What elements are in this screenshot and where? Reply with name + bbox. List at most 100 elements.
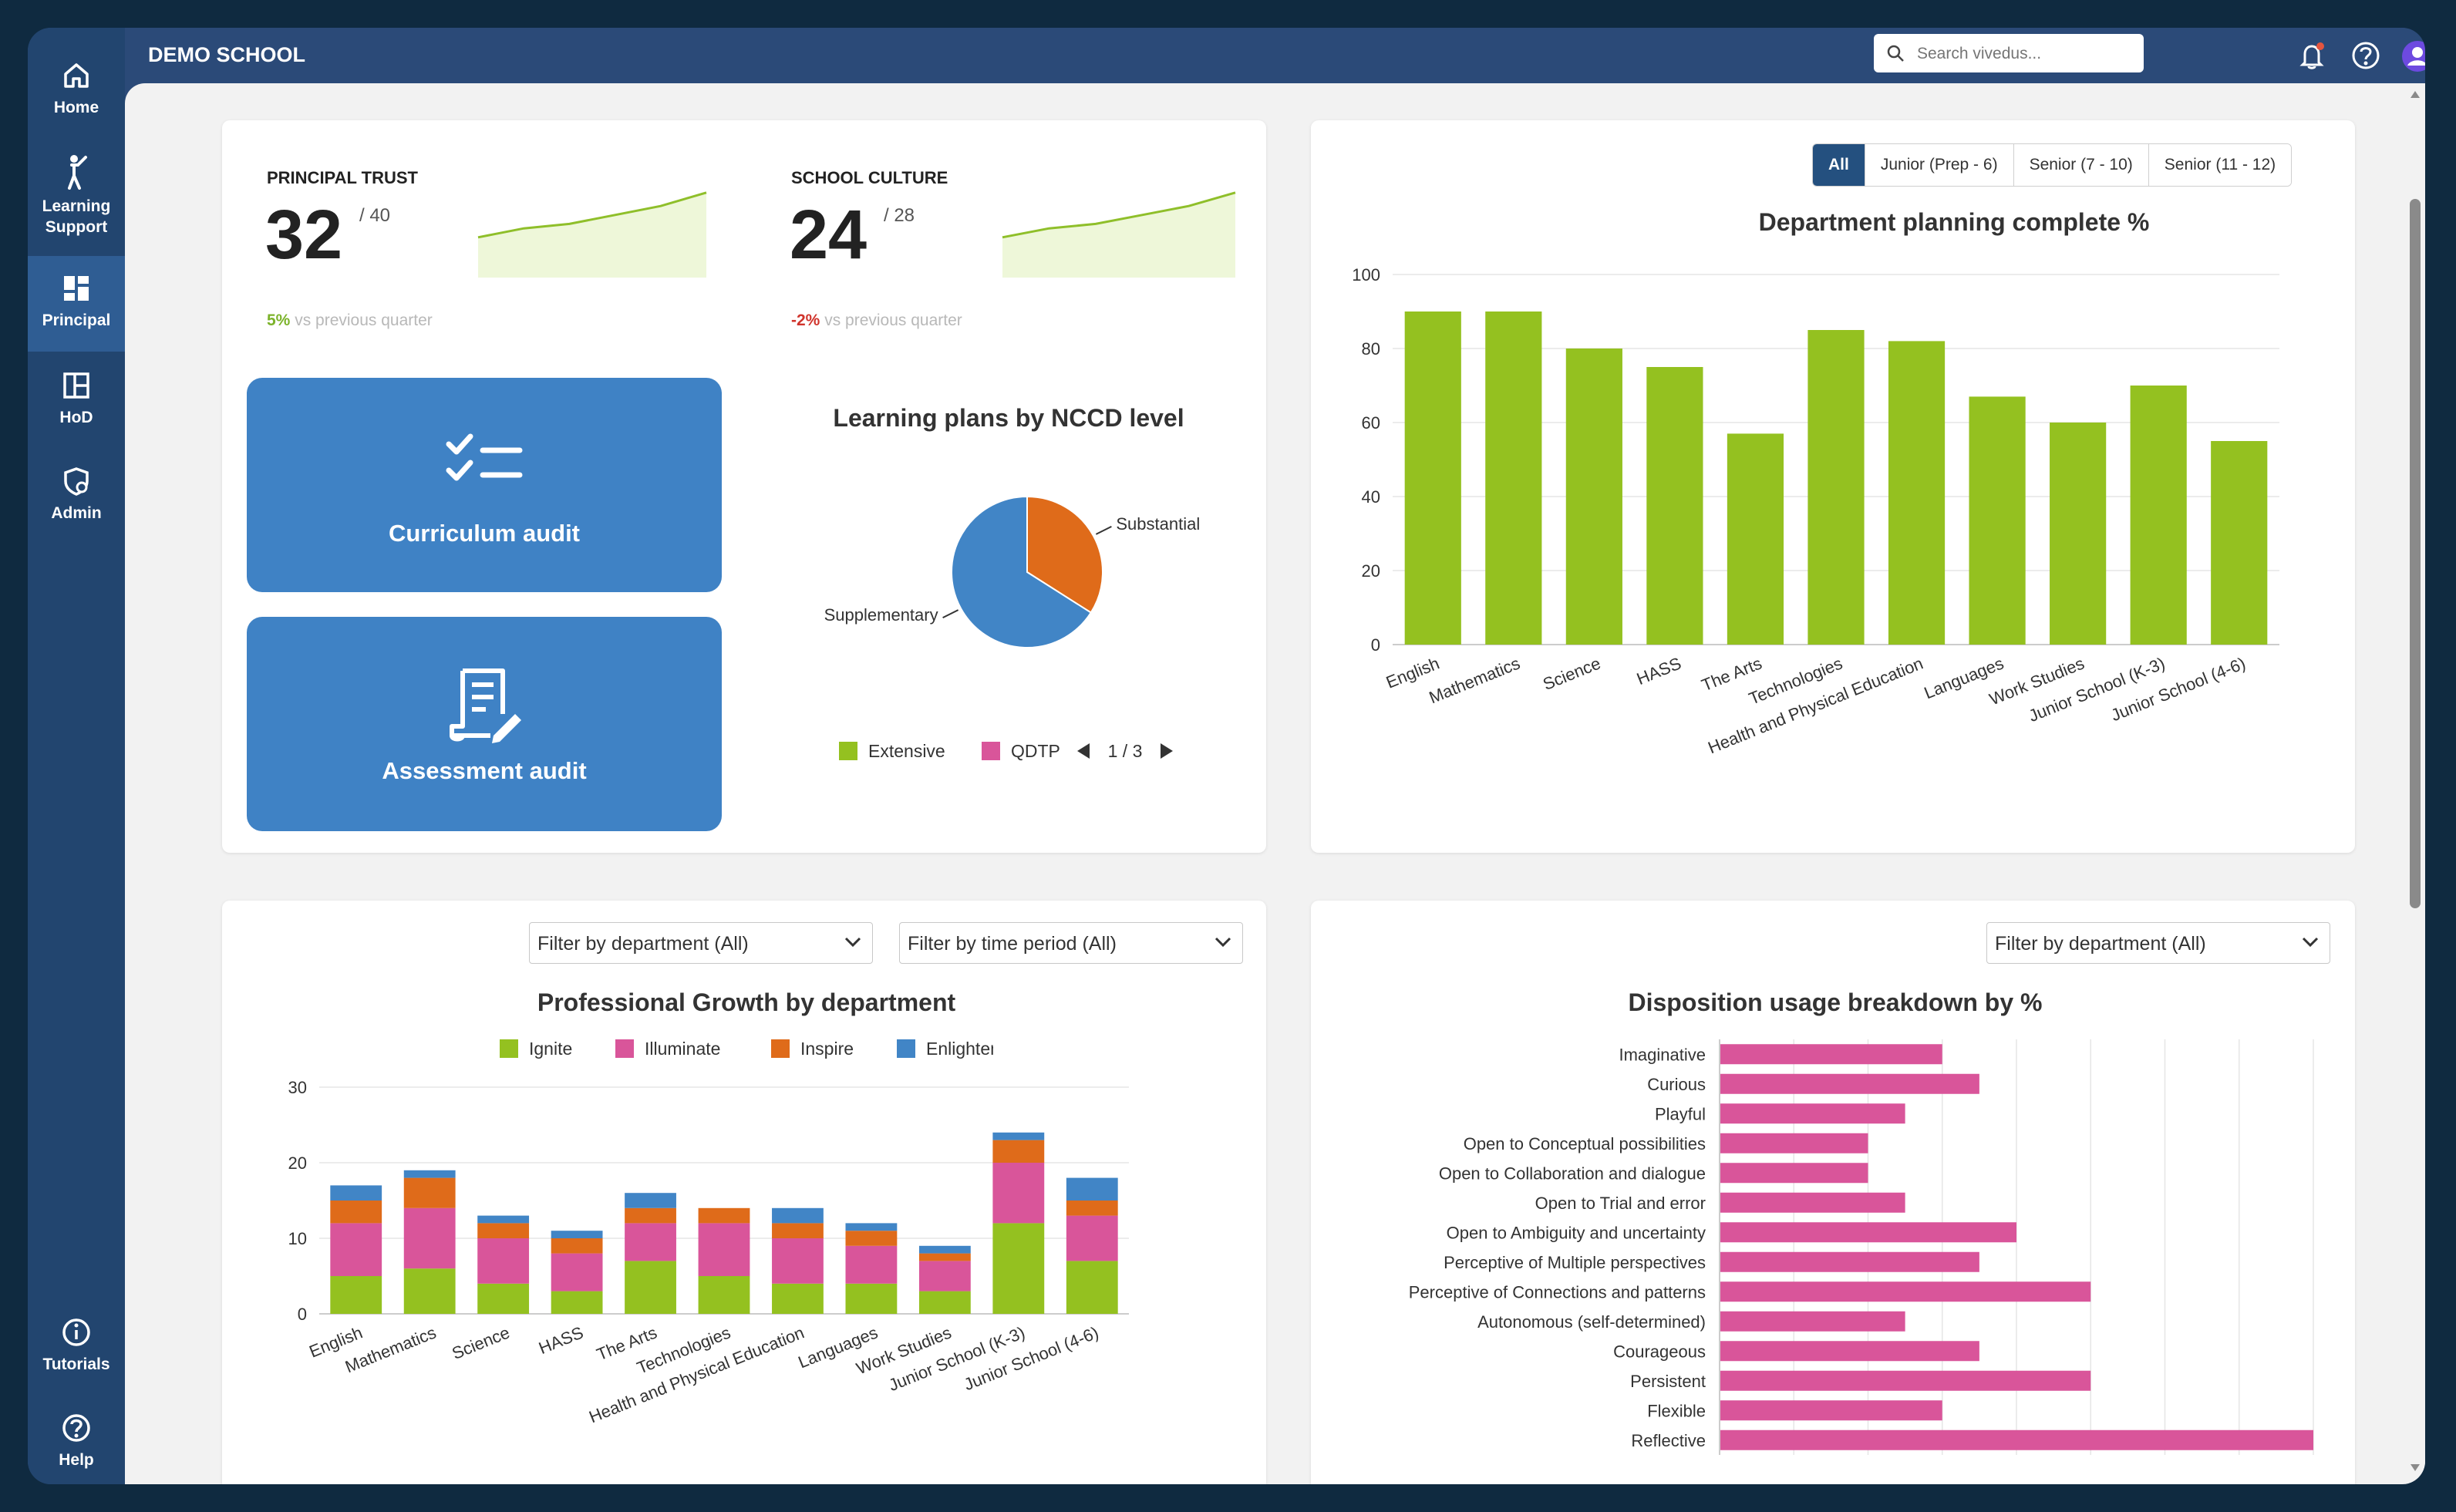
bar — [1720, 1103, 1905, 1124]
y-tick-label: 100 — [1352, 265, 1380, 285]
layout-icon — [63, 372, 89, 399]
sidebar-item-label: HoD — [59, 409, 93, 426]
bar-segment-illuminate — [403, 1207, 456, 1269]
y-tick-label: 60 — [1362, 413, 1380, 433]
planning-chart-title: Department planning complete % — [1758, 208, 2150, 236]
sidebar-item-admin[interactable]: Admin — [28, 449, 125, 541]
sidebar-item-tutorials[interactable]: Tutorials — [28, 1305, 125, 1389]
bell-icon[interactable] — [2296, 40, 2327, 71]
y-tick-label: Persistent — [1630, 1372, 1706, 1391]
help-icon — [62, 1414, 90, 1442]
delta-label: vs previous quarter — [824, 311, 962, 329]
tab-all[interactable]: All — [1813, 144, 1865, 186]
legend-label: Ignite — [529, 1039, 572, 1059]
chevron-down-icon — [1215, 937, 1231, 948]
disposition-card: Filter by department (All) Disposition u… — [1311, 901, 2355, 1484]
bar-segment-enlighten — [772, 1207, 824, 1224]
time-period-filter[interactable]: Filter by time period (All) — [899, 922, 1243, 964]
legend-swatch — [771, 1039, 790, 1058]
sidebar-item-hod[interactable]: HoD — [28, 353, 125, 446]
checklist-icon — [446, 433, 523, 481]
y-tick-label: 10 — [288, 1229, 307, 1248]
bar — [1727, 433, 1784, 645]
y-tick-label: Open to Collaboration and dialogue — [1439, 1163, 1706, 1183]
department-filter-value: Filter by department (All) — [1995, 933, 2206, 955]
main-content: PRINCIPAL TRUST 32 / 40 5% vs previous q… — [125, 83, 2425, 1484]
tab-junior-prep-6[interactable]: Junior (Prep - 6) — [1864, 144, 2013, 186]
legend-swatch — [615, 1039, 634, 1058]
y-tick-label: 0 — [1371, 635, 1380, 655]
y-tick-label: Open to Trial and error — [1535, 1194, 1706, 1213]
sidebar-item-principal[interactable]: Principal — [28, 256, 125, 352]
growth-chart-title: Professional Growth by department — [537, 988, 956, 1016]
y-tick-label: Curious — [1647, 1075, 1706, 1094]
y-tick-label: Flexible — [1647, 1401, 1706, 1420]
bar-segment-illuminate — [992, 1163, 1045, 1224]
bar — [1888, 341, 1946, 645]
bar-segment-ignite — [845, 1283, 898, 1314]
pie-legend: Extensive QDTP 1 / 3 — [839, 741, 1173, 761]
x-tick-label: Junior School (4-6) — [2108, 653, 2249, 725]
bar-segment-ignite — [772, 1283, 824, 1314]
y-tick-label: 30 — [288, 1078, 307, 1097]
trend-sparkline — [1002, 191, 1236, 278]
kpi-max: / 28 — [884, 205, 915, 226]
bar-segment-inspire — [992, 1140, 1045, 1163]
pager-prev-icon[interactable] — [1077, 743, 1090, 759]
document-edit-icon — [450, 668, 521, 743]
bar-segment-enlighten — [918, 1245, 971, 1254]
scrollbar[interactable] — [2405, 83, 2425, 1484]
assessment-audit-button[interactable]: Assessment audit — [247, 617, 722, 831]
kpi-delta: 5% vs previous quarter — [267, 311, 433, 330]
disposition-chart-title: Disposition usage breakdown by % — [1628, 988, 2043, 1016]
pager-next-icon[interactable] — [1161, 743, 1173, 759]
pie-label-leader — [942, 609, 959, 619]
growth-card: Filter by department (All) Filter by tim… — [222, 901, 1266, 1484]
scroll-thumb[interactable] — [2410, 199, 2421, 908]
bar — [1646, 367, 1703, 645]
help-icon[interactable] — [2350, 40, 2381, 71]
pager-text: 1 / 3 — [1108, 741, 1143, 761]
x-tick-label: HASS — [536, 1322, 586, 1358]
scroll-down-icon[interactable] — [2410, 1463, 2421, 1473]
y-tick-label: 40 — [1362, 487, 1380, 507]
bar — [1720, 1429, 2313, 1450]
y-tick-label: 80 — [1362, 339, 1380, 359]
trend-sparkline — [477, 191, 707, 278]
bar — [1720, 1281, 2091, 1302]
growth-legend: Ignite Illuminate Inspire Enlighten — [500, 1039, 993, 1059]
department-filter[interactable]: Filter by department (All) — [1986, 922, 2330, 964]
curriculum-audit-label: Curriculum audit — [388, 520, 580, 547]
bar-segment-ignite — [403, 1268, 456, 1314]
bar — [1807, 330, 1865, 645]
bar-segment-illuminate — [330, 1223, 382, 1276]
tab-senior-11-12[interactable]: Senior (11 - 12) — [2148, 144, 2292, 186]
bar-segment-ignite — [330, 1276, 382, 1314]
delta-label: vs previous quarter — [295, 311, 433, 329]
sidebar-item-home[interactable]: Home — [28, 45, 125, 130]
bar-segment-ignite — [1066, 1261, 1118, 1314]
search-input[interactable] — [1915, 42, 2134, 66]
legend-label: Inspire — [800, 1039, 854, 1059]
sidebar-item-help[interactable]: Help — [28, 1400, 125, 1484]
bar-segment-illuminate — [551, 1253, 603, 1291]
tab-senior-7-10[interactable]: Senior (7 - 10) — [2013, 144, 2148, 186]
kpi-title: PRINCIPAL TRUST — [267, 168, 418, 187]
avatar[interactable] — [2401, 40, 2425, 72]
bar-segment-inspire — [625, 1207, 676, 1224]
bar-segment-illuminate — [477, 1238, 530, 1284]
bar-segment-illuminate — [625, 1223, 676, 1261]
bar-segment-ignite — [698, 1276, 750, 1314]
y-tick-label: Reflective — [1631, 1431, 1706, 1450]
delta-value: 5% — [267, 311, 291, 329]
sidebar-item-learning-support[interactable]: Learning Support — [28, 142, 125, 258]
curriculum-audit-button[interactable]: Curriculum audit — [247, 378, 722, 592]
info-icon — [62, 1318, 90, 1346]
legend-label: Extensive — [868, 741, 945, 761]
x-tick-label: Mathematics — [1427, 653, 1523, 707]
department-filter[interactable]: Filter by department (All) — [529, 922, 873, 964]
scroll-up-icon[interactable] — [2410, 89, 2421, 99]
search-box[interactable] — [1874, 34, 2144, 72]
bar — [1720, 1400, 1942, 1421]
